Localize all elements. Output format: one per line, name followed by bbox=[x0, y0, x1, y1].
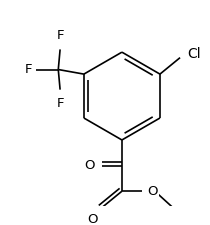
Text: F: F bbox=[56, 97, 64, 110]
Text: Cl: Cl bbox=[187, 47, 201, 61]
Text: F: F bbox=[56, 29, 64, 42]
Text: F: F bbox=[25, 63, 33, 76]
Text: O: O bbox=[148, 185, 158, 198]
Text: O: O bbox=[84, 159, 94, 172]
Text: O: O bbox=[88, 213, 98, 225]
